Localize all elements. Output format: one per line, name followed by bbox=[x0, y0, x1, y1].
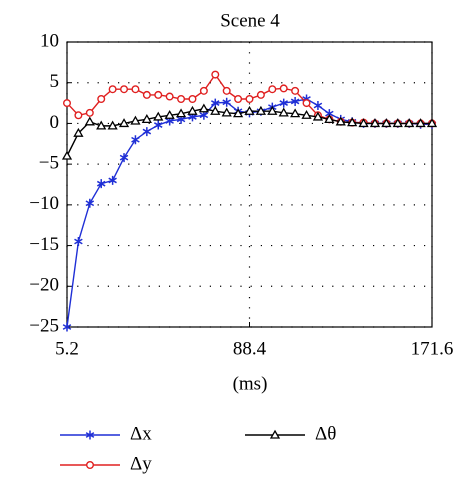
marker bbox=[256, 90, 265, 99]
marker bbox=[153, 120, 163, 130]
marker bbox=[268, 85, 277, 94]
legend-item: Δx bbox=[60, 423, 152, 444]
y-tick-label: −25 bbox=[29, 315, 59, 336]
marker bbox=[62, 322, 72, 332]
marker bbox=[120, 85, 129, 94]
marker bbox=[290, 108, 301, 118]
y-tick-label: −10 bbox=[29, 193, 59, 214]
legend-item: Δθ bbox=[245, 423, 336, 444]
marker bbox=[426, 118, 438, 128]
legend-label: Δθ bbox=[315, 423, 336, 444]
marker bbox=[232, 108, 244, 118]
y-tick-label: −15 bbox=[29, 234, 59, 255]
marker bbox=[301, 109, 312, 119]
marker bbox=[381, 118, 392, 128]
x-tick-label: 88.4 bbox=[233, 338, 267, 359]
series-line bbox=[66, 98, 432, 328]
plot-frame bbox=[66, 41, 433, 328]
marker bbox=[278, 107, 289, 117]
marker bbox=[61, 150, 73, 160]
x-tick-label: 171.6 bbox=[411, 338, 454, 359]
marker bbox=[290, 96, 300, 106]
marker bbox=[279, 98, 288, 108]
marker bbox=[165, 92, 174, 101]
y-tick-label: 10 bbox=[40, 30, 59, 51]
marker bbox=[244, 105, 255, 115]
marker bbox=[85, 108, 94, 117]
marker bbox=[84, 116, 95, 126]
marker bbox=[188, 94, 197, 103]
y-tick-label: −5 bbox=[39, 153, 59, 174]
marker bbox=[142, 127, 152, 137]
marker bbox=[279, 84, 288, 93]
marker bbox=[255, 105, 267, 115]
marker bbox=[63, 99, 72, 108]
marker bbox=[108, 85, 117, 94]
marker bbox=[222, 97, 231, 107]
marker bbox=[96, 120, 107, 130]
marker bbox=[131, 135, 140, 145]
y-tick-label: 0 bbox=[50, 112, 60, 133]
marker bbox=[404, 118, 415, 128]
marker bbox=[164, 109, 175, 119]
marker bbox=[119, 153, 129, 163]
marker bbox=[221, 107, 232, 117]
marker bbox=[131, 85, 140, 94]
marker bbox=[415, 118, 426, 128]
marker bbox=[199, 86, 208, 95]
marker bbox=[73, 127, 84, 137]
marker bbox=[74, 111, 83, 120]
legend-label: Δx bbox=[130, 423, 152, 444]
marker bbox=[96, 179, 106, 189]
marker bbox=[130, 115, 141, 125]
marker bbox=[177, 94, 186, 103]
marker bbox=[141, 114, 152, 124]
marker bbox=[392, 118, 403, 128]
legend-marker bbox=[85, 430, 95, 440]
marker bbox=[347, 117, 358, 127]
marker bbox=[85, 198, 95, 208]
marker bbox=[267, 105, 278, 115]
y-tick-label: 5 bbox=[50, 71, 60, 92]
marker bbox=[74, 237, 83, 246]
marker bbox=[108, 175, 117, 185]
marker bbox=[324, 114, 335, 124]
marker bbox=[291, 86, 300, 95]
legend-marker bbox=[269, 429, 281, 439]
x-tick-label: 5.2 bbox=[55, 338, 79, 359]
marker bbox=[107, 120, 118, 130]
legend-item: Δy bbox=[60, 453, 152, 474]
y-tick-label: −20 bbox=[29, 275, 59, 296]
chart-title: Scene 4 bbox=[220, 10, 280, 31]
marker bbox=[118, 118, 130, 128]
marker bbox=[369, 118, 381, 128]
marker bbox=[97, 94, 106, 103]
marker bbox=[142, 90, 151, 99]
marker bbox=[175, 108, 187, 118]
marker bbox=[154, 90, 163, 99]
marker bbox=[222, 86, 231, 95]
marker bbox=[245, 94, 254, 103]
marker bbox=[153, 111, 164, 121]
marker bbox=[198, 103, 209, 113]
marker bbox=[210, 105, 221, 115]
marker bbox=[313, 101, 323, 111]
marker bbox=[234, 94, 243, 103]
marker bbox=[302, 99, 311, 108]
marker bbox=[211, 70, 220, 79]
marker bbox=[358, 118, 369, 128]
legend-label: Δy bbox=[130, 453, 152, 474]
marker bbox=[335, 116, 346, 126]
legend-marker bbox=[85, 461, 94, 470]
marker bbox=[187, 105, 198, 115]
marker bbox=[312, 111, 324, 121]
x-axis-label: (ms) bbox=[233, 373, 268, 394]
